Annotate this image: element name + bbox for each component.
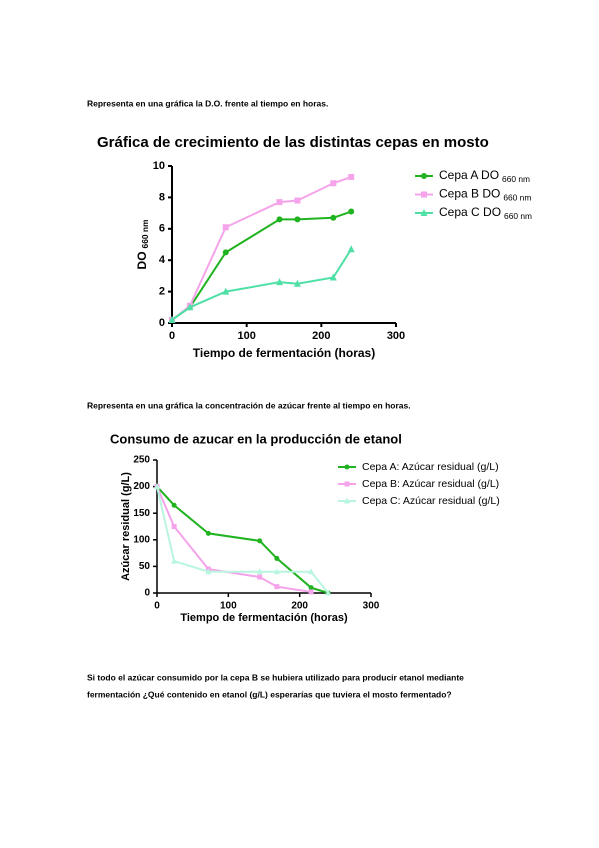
marker bbox=[257, 538, 263, 544]
marker bbox=[274, 584, 280, 590]
legend-subscript: 660 nm bbox=[503, 193, 531, 203]
marker bbox=[171, 557, 178, 564]
marker bbox=[276, 216, 283, 223]
y-tick-label: 250 bbox=[133, 455, 150, 466]
marker bbox=[294, 216, 301, 223]
marker bbox=[348, 208, 355, 215]
legend-label: Cepa B DO 660 nm bbox=[439, 187, 531, 203]
x-axis-label: Tiempo de fermentación (horas) bbox=[193, 346, 375, 360]
series-line bbox=[156, 486, 329, 594]
marker bbox=[308, 589, 314, 595]
y-tick-label: 2 bbox=[159, 286, 165, 298]
x-tick-label: 200 bbox=[312, 330, 330, 342]
marker bbox=[276, 278, 284, 286]
marker bbox=[256, 568, 263, 575]
y-axis-label: Azúcar residual (g/L) bbox=[120, 472, 132, 581]
marker bbox=[205, 530, 211, 536]
marker bbox=[293, 279, 301, 287]
y-tick-label: 0 bbox=[144, 588, 150, 599]
x-tick-label: 100 bbox=[237, 330, 255, 342]
y-axis-label-text: Azúcar residual (g/L) bbox=[120, 472, 132, 581]
marker bbox=[186, 303, 194, 311]
marker bbox=[347, 245, 355, 253]
marker bbox=[273, 568, 280, 575]
y-tick-label: 8 bbox=[159, 191, 165, 203]
legend-text: Cepa A DO bbox=[439, 168, 499, 182]
paragraph: Representa en una gráfica la D.O. frente… bbox=[87, 98, 328, 108]
legend-label: Cepa C: Azúcar residual (g/L) bbox=[362, 495, 500, 507]
marker bbox=[329, 273, 337, 281]
marker bbox=[205, 568, 212, 575]
legend-marker bbox=[344, 497, 350, 504]
marker bbox=[308, 568, 315, 575]
series-line bbox=[156, 485, 329, 594]
marker bbox=[348, 173, 355, 180]
legend-text: Cepa C DO bbox=[439, 205, 501, 219]
y-tick-label: 6 bbox=[159, 223, 165, 235]
x-tick-label: 0 bbox=[169, 330, 175, 342]
paragraph: Representa en una gráfica la concentraci… bbox=[87, 400, 411, 410]
series-line bbox=[171, 176, 352, 321]
legend-label: Cepa C DO 660 nm bbox=[439, 205, 532, 221]
marker bbox=[222, 249, 229, 256]
marker bbox=[325, 589, 332, 596]
legend-subscript: 660 nm bbox=[504, 211, 532, 221]
marker bbox=[168, 315, 176, 323]
y-tick-label: 50 bbox=[139, 561, 151, 572]
legend-marker bbox=[344, 481, 350, 487]
x-tick-label: 300 bbox=[387, 330, 405, 342]
marker bbox=[276, 199, 283, 206]
marker bbox=[171, 524, 177, 529]
legend-text: Cepa B DO bbox=[439, 187, 500, 201]
paragraph: Si todo el azúcar consumido por la cepa … bbox=[87, 672, 464, 682]
marker bbox=[171, 502, 177, 508]
marker bbox=[294, 197, 301, 204]
x-axis-label: Tiempo de fermentación (horas) bbox=[180, 612, 348, 624]
chart-title: Consumo de azucar en la producción de et… bbox=[110, 431, 402, 446]
marker bbox=[330, 214, 337, 221]
legend-subscript: 660 nm bbox=[502, 174, 530, 184]
x-tick-label: 100 bbox=[220, 601, 237, 612]
legend-marker bbox=[421, 191, 427, 198]
legend-label: Cepa B: Azúcar residual (g/L) bbox=[362, 478, 499, 490]
y-axis-label-text: DO bbox=[135, 251, 149, 269]
marker bbox=[308, 585, 314, 591]
x-tick-label: 300 bbox=[363, 601, 380, 612]
legend-marker bbox=[344, 464, 350, 470]
paragraph: fermentación ¿Qué contenido en etanol (g… bbox=[87, 689, 452, 699]
legend-label: Cepa A: Azúcar residual (g/L) bbox=[362, 461, 499, 473]
y-tick-label: 10 bbox=[153, 160, 165, 172]
legend-text: Cepa C: Azúcar residual (g/L) bbox=[362, 495, 500, 507]
marker bbox=[222, 224, 229, 231]
x-tick-label: 0 bbox=[154, 601, 160, 612]
legend-marker bbox=[420, 209, 428, 216]
legend-marker bbox=[421, 173, 427, 179]
y-axis-label: DO 660 nm bbox=[135, 220, 150, 270]
series-line bbox=[156, 486, 312, 593]
y-tick-label: 4 bbox=[159, 254, 166, 266]
y-tick-label: 150 bbox=[133, 508, 150, 519]
marker bbox=[222, 287, 230, 295]
legend-text: Cepa A: Azúcar residual (g/L) bbox=[362, 461, 499, 473]
y-axis-label-subscript: 660 nm bbox=[140, 220, 150, 249]
y-tick-label: 200 bbox=[133, 481, 150, 492]
chart-title: Gráfica de crecimiento de las distintas … bbox=[97, 134, 489, 151]
marker bbox=[274, 555, 280, 561]
marker bbox=[257, 574, 263, 580]
marker bbox=[330, 180, 337, 187]
legend-label: Cepa A DO 660 nm bbox=[439, 168, 530, 184]
legend-text: Cepa B: Azúcar residual (g/L) bbox=[362, 478, 499, 490]
marker bbox=[154, 483, 160, 490]
y-tick-label: 0 bbox=[159, 317, 165, 329]
y-tick-label: 100 bbox=[133, 534, 150, 545]
x-tick-label: 200 bbox=[291, 601, 308, 612]
